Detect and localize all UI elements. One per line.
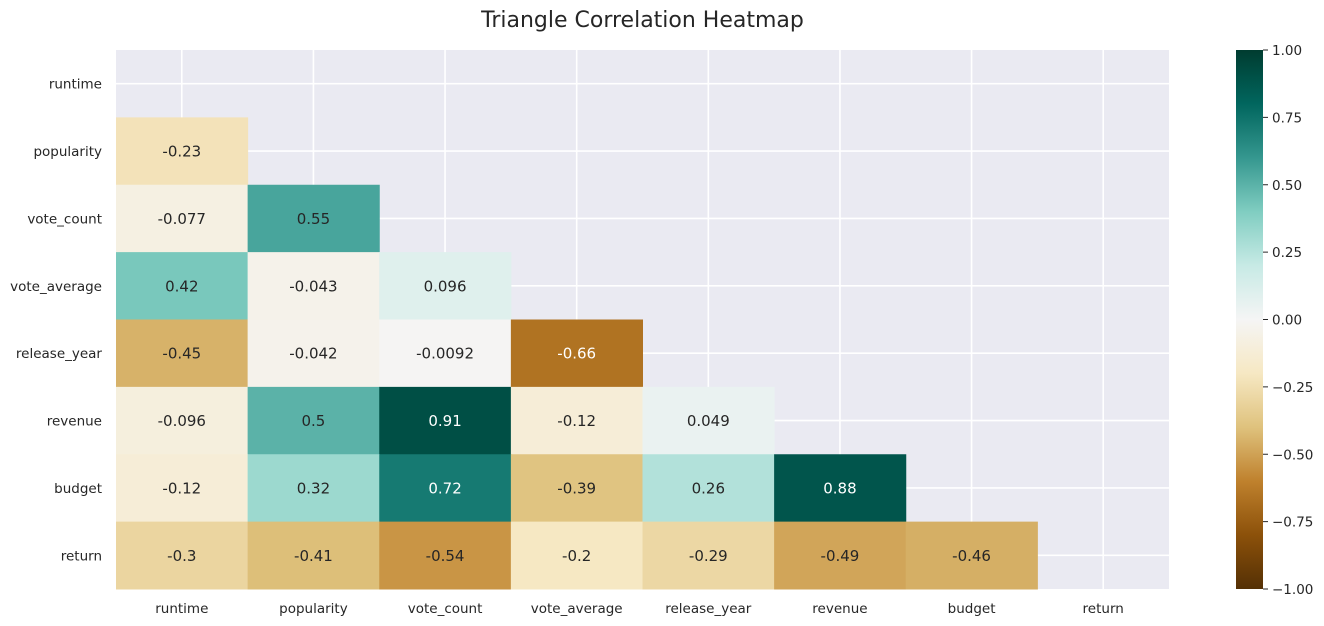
cell-value-label: 0.5 bbox=[302, 412, 326, 430]
heatmap-cell bbox=[510, 454, 643, 523]
y-tick-label: popularity bbox=[33, 144, 102, 160]
heatmap-cell bbox=[642, 386, 775, 455]
chart-title: Triangle Correlation Heatmap bbox=[481, 8, 804, 33]
heatmap-cell bbox=[116, 252, 249, 320]
cell-value-label: -0.043 bbox=[289, 277, 337, 295]
heatmap-cell bbox=[116, 184, 249, 253]
heatmap-cell bbox=[379, 252, 512, 320]
cell-value-label: 0.72 bbox=[428, 479, 461, 497]
colorbar-tick-label: 1.00 bbox=[1272, 43, 1302, 59]
x-tick-label: runtime bbox=[155, 601, 208, 617]
heatmap-cell bbox=[247, 521, 380, 590]
heatmap-cell bbox=[247, 252, 380, 320]
colorbar-ticks: 1.00 0.75 0.50 0.25 0.00 −0.25 −0.50 −0.75 −1.00 bbox=[1263, 43, 1313, 598]
y-tick-label: revenue bbox=[47, 414, 102, 430]
heatmap-cell bbox=[774, 454, 907, 523]
cell-value-label: 0.049 bbox=[687, 412, 730, 430]
x-tick-label: vote_count bbox=[408, 601, 483, 617]
heatmap-cell bbox=[905, 521, 1038, 590]
colorbar-tick-label: 0.50 bbox=[1272, 178, 1302, 194]
cell-value-label: -0.096 bbox=[158, 412, 206, 430]
y-axis-labels: runtime popularity vote_count vote_averager… bbox=[10, 77, 102, 565]
cell-value-label: -0.042 bbox=[289, 345, 337, 363]
heatmap-cell bbox=[774, 521, 907, 590]
heatmap-cell-labels: -0.23 -0.077 0.55 0.42 -0.043 0.096 -0.45 -0.04… bbox=[158, 143, 991, 565]
heatmap-cell bbox=[379, 454, 512, 523]
y-tick-label: budget bbox=[54, 481, 102, 497]
heatmap-cell bbox=[510, 521, 643, 590]
x-tick-label: release_year bbox=[665, 601, 752, 617]
heatmap-cell bbox=[116, 454, 249, 523]
heatmap-cell bbox=[116, 117, 249, 186]
x-axis-labels: runtime popularity vote_count vote_average r… bbox=[155, 601, 1124, 617]
cell-value-label: 0.42 bbox=[165, 277, 198, 295]
cell-value-label: -0.49 bbox=[821, 547, 860, 565]
heatmap-cell bbox=[247, 454, 380, 523]
cell-value-label: -0.45 bbox=[162, 345, 201, 363]
heatmap-cell bbox=[247, 184, 380, 253]
x-tick-label: return bbox=[1083, 601, 1124, 617]
y-tick-label: vote_average bbox=[10, 279, 102, 295]
heatmap-cell bbox=[510, 319, 643, 388]
cell-value-label: 0.55 bbox=[297, 210, 330, 228]
heatmap-cells bbox=[116, 117, 1038, 590]
x-tick-label: vote_average bbox=[531, 601, 623, 617]
cell-value-label: -0.29 bbox=[689, 547, 728, 565]
heatmap-cell bbox=[116, 386, 249, 455]
cell-value-label: -0.077 bbox=[158, 210, 206, 228]
cell-value-label: -0.12 bbox=[162, 479, 201, 497]
cell-value-label: -0.46 bbox=[952, 547, 991, 565]
cell-value-label: 0.91 bbox=[428, 412, 461, 430]
colorbar-tick-label: −0.50 bbox=[1272, 447, 1313, 463]
colorbar-gradient bbox=[1236, 50, 1263, 589]
cell-value-label: 0.88 bbox=[823, 479, 856, 497]
heatmap-cell bbox=[247, 319, 380, 388]
cell-value-label: -0.39 bbox=[557, 479, 596, 497]
colorbar-tick-label: −0.75 bbox=[1272, 515, 1313, 531]
colorbar-tick-label: 0.75 bbox=[1272, 110, 1302, 126]
heatmap-cell bbox=[379, 386, 512, 455]
cell-value-label: -0.23 bbox=[162, 143, 201, 161]
cell-value-label: -0.12 bbox=[557, 412, 596, 430]
heatmap-cell bbox=[116, 319, 249, 388]
heatmap-cell bbox=[379, 319, 512, 388]
colorbar-tick-label: −0.25 bbox=[1272, 380, 1313, 396]
colorbar-tick-label: 0.00 bbox=[1272, 313, 1302, 329]
x-tick-label: revenue bbox=[812, 601, 867, 617]
colorbar-tick-label: −1.00 bbox=[1272, 582, 1313, 598]
cell-value-label: 0.32 bbox=[297, 479, 330, 497]
heatmap-cell bbox=[510, 386, 643, 455]
cell-value-label: -0.2 bbox=[562, 547, 591, 565]
heatmap-cell bbox=[642, 521, 775, 590]
colorbar-tick-label: 0.25 bbox=[1272, 245, 1302, 261]
heatmap-cell bbox=[642, 454, 775, 523]
cell-value-label: -0.3 bbox=[167, 547, 196, 565]
cell-value-label: -0.66 bbox=[557, 345, 596, 363]
cell-value-label: -0.41 bbox=[294, 547, 333, 565]
cell-value-label: 0.096 bbox=[424, 277, 467, 295]
cell-value-label: -0.0092 bbox=[416, 345, 474, 363]
x-tick-label: budget bbox=[948, 601, 996, 617]
y-tick-label: return bbox=[61, 548, 102, 564]
y-tick-label: vote_count bbox=[27, 211, 102, 227]
y-tick-label: runtime bbox=[49, 77, 102, 93]
cell-value-label: -0.54 bbox=[426, 547, 465, 565]
y-tick-label: release_year bbox=[16, 346, 103, 362]
cell-value-label: 0.26 bbox=[692, 479, 725, 497]
heatmap-cell bbox=[379, 521, 512, 590]
x-tick-label: popularity bbox=[279, 601, 348, 617]
heatmap-cell bbox=[116, 521, 249, 590]
heatmap-cell bbox=[247, 386, 380, 455]
colorbar: 1.00 0.75 0.50 0.25 0.00 −0.25 −0.50 −0.75 −1.00 bbox=[1236, 43, 1313, 598]
